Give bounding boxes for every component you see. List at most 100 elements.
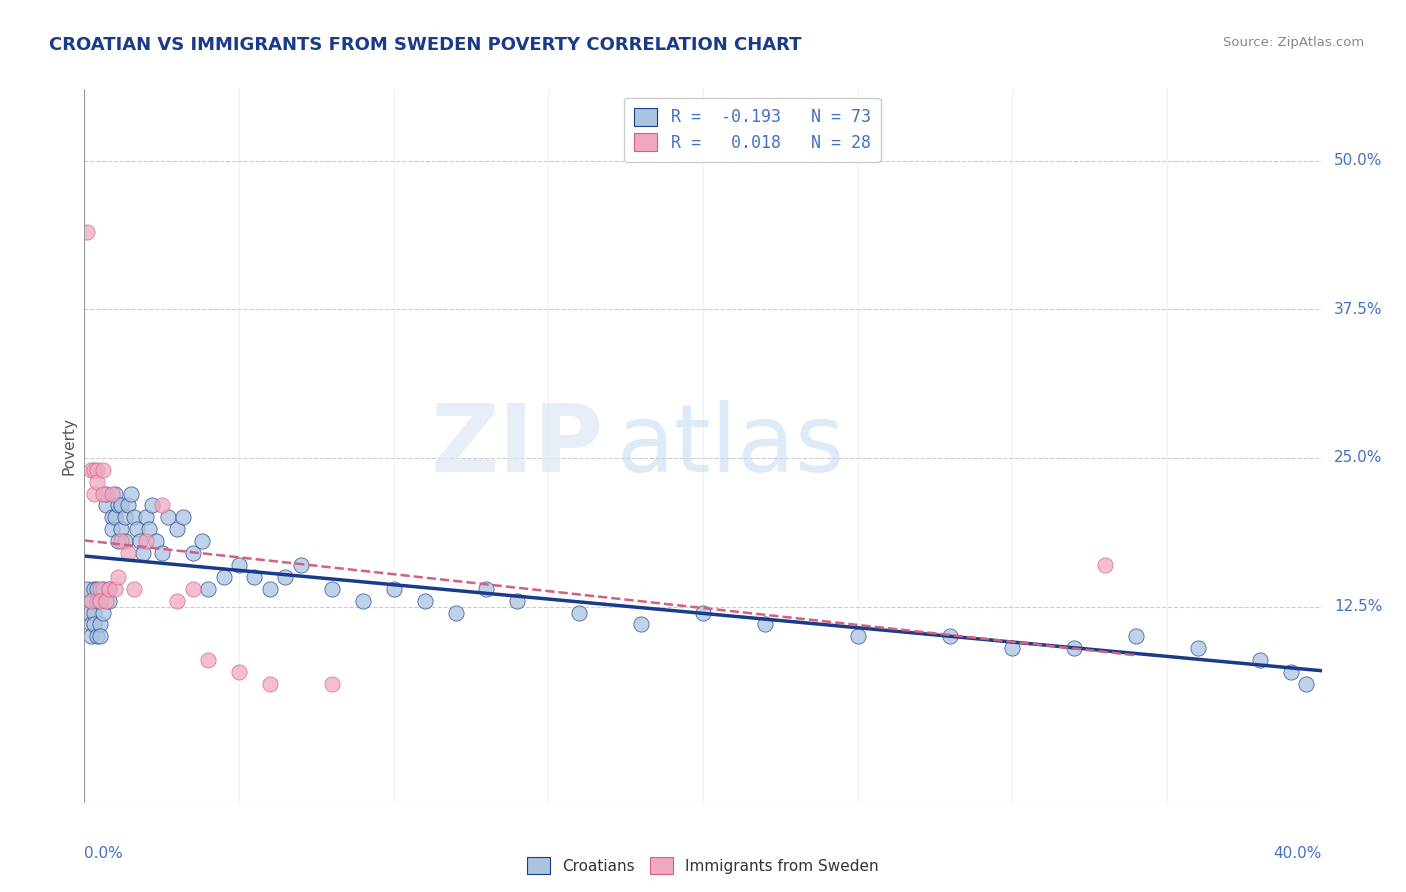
- Point: [228, 665, 250, 679]
- Point: [692, 606, 714, 620]
- Point: [83, 582, 105, 596]
- Point: [98, 593, 121, 607]
- Point: [122, 582, 145, 596]
- Point: [1295, 677, 1317, 691]
- Point: [181, 546, 204, 560]
- Point: [98, 582, 121, 596]
- Point: [83, 606, 105, 620]
- Point: [413, 593, 436, 607]
- Point: [114, 510, 136, 524]
- Point: [172, 510, 194, 524]
- Point: [107, 570, 129, 584]
- Point: [104, 486, 127, 500]
- Text: CROATIAN VS IMMIGRANTS FROM SWEDEN POVERTY CORRELATION CHART: CROATIAN VS IMMIGRANTS FROM SWEDEN POVER…: [49, 36, 801, 54]
- Point: [122, 510, 145, 524]
- Point: [754, 617, 776, 632]
- Point: [321, 677, 343, 691]
- Point: [86, 475, 108, 489]
- Point: [104, 510, 127, 524]
- Point: [101, 522, 124, 536]
- Point: [444, 606, 467, 620]
- Point: [166, 522, 188, 536]
- Legend: R =  -0.193   N = 73, R =   0.018   N = 28: R = -0.193 N = 73, R = 0.018 N = 28: [624, 97, 880, 161]
- Point: [630, 617, 652, 632]
- Point: [1063, 641, 1085, 656]
- Point: [89, 593, 111, 607]
- Point: [138, 522, 160, 536]
- Point: [86, 463, 108, 477]
- Text: 0.0%: 0.0%: [84, 846, 124, 861]
- Point: [117, 546, 139, 560]
- Point: [352, 593, 374, 607]
- Point: [83, 617, 105, 632]
- Point: [101, 486, 124, 500]
- Point: [846, 629, 869, 643]
- Point: [259, 677, 281, 691]
- Point: [117, 499, 139, 513]
- Point: [475, 582, 498, 596]
- Point: [79, 629, 101, 643]
- Point: [274, 570, 297, 584]
- Text: 40.0%: 40.0%: [1274, 846, 1322, 861]
- Point: [79, 593, 101, 607]
- Text: 25.0%: 25.0%: [1334, 450, 1382, 466]
- Point: [79, 463, 101, 477]
- Point: [1279, 665, 1302, 679]
- Point: [76, 606, 98, 620]
- Point: [156, 510, 179, 524]
- Point: [1001, 641, 1024, 656]
- Point: [212, 570, 235, 584]
- Point: [321, 582, 343, 596]
- Point: [98, 582, 121, 596]
- Text: atlas: atlas: [616, 400, 845, 492]
- Point: [86, 582, 108, 596]
- Point: [135, 534, 157, 549]
- Point: [181, 582, 204, 596]
- Point: [107, 534, 129, 549]
- Text: ZIP: ZIP: [432, 400, 605, 492]
- Point: [1094, 558, 1116, 572]
- Y-axis label: Poverty: Poverty: [60, 417, 76, 475]
- Point: [166, 593, 188, 607]
- Point: [91, 606, 114, 620]
- Point: [197, 582, 219, 596]
- Text: 37.5%: 37.5%: [1334, 301, 1382, 317]
- Point: [76, 225, 98, 239]
- Point: [197, 653, 219, 667]
- Point: [150, 499, 173, 513]
- Point: [141, 499, 163, 513]
- Point: [1125, 629, 1147, 643]
- Point: [132, 546, 155, 560]
- Legend: Croatians, Immigrants from Sweden: Croatians, Immigrants from Sweden: [522, 851, 884, 880]
- Point: [89, 617, 111, 632]
- Point: [86, 629, 108, 643]
- Point: [259, 582, 281, 596]
- Point: [94, 499, 117, 513]
- Point: [94, 486, 117, 500]
- Point: [91, 463, 114, 477]
- Point: [150, 546, 173, 560]
- Point: [135, 510, 157, 524]
- Text: Source: ZipAtlas.com: Source: ZipAtlas.com: [1223, 36, 1364, 49]
- Point: [79, 593, 101, 607]
- Point: [120, 486, 142, 500]
- Point: [76, 582, 98, 596]
- Text: 50.0%: 50.0%: [1334, 153, 1382, 168]
- Point: [145, 534, 167, 549]
- Point: [191, 534, 214, 549]
- Point: [83, 463, 105, 477]
- Point: [114, 534, 136, 549]
- Point: [110, 499, 132, 513]
- Point: [290, 558, 312, 572]
- Point: [243, 570, 266, 584]
- Point: [79, 617, 101, 632]
- Point: [506, 593, 529, 607]
- Point: [129, 534, 152, 549]
- Point: [91, 486, 114, 500]
- Point: [94, 593, 117, 607]
- Point: [1187, 641, 1209, 656]
- Point: [382, 582, 405, 596]
- Point: [91, 582, 114, 596]
- Point: [101, 510, 124, 524]
- Point: [125, 522, 148, 536]
